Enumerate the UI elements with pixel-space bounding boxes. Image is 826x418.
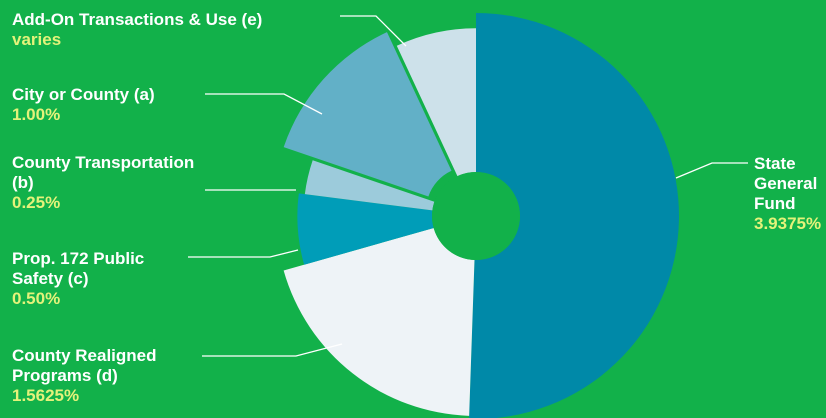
slice-label: County Transportation (b): [12, 153, 195, 192]
leader-line: [205, 93, 323, 115]
label-county-transportation: County Transportation (b) 0.25%: [12, 153, 202, 213]
slice-label: Prop. 172 Public Safety (c): [12, 249, 145, 288]
label-county-realigned: County Realigned Programs (d) 1.5625%: [12, 346, 202, 406]
donut-slice: [396, 28, 476, 177]
slice-value: 3.9375%: [754, 214, 822, 233]
donut-slice: [297, 193, 434, 265]
donut-slice: [469, 13, 679, 418]
slice-label: State General Fund: [754, 154, 818, 213]
slice-value: varies: [12, 30, 62, 49]
slice-label: Add-On Transactions & Use (e): [12, 10, 263, 29]
leader-line: [340, 15, 407, 47]
label-add-on-transactions: Add-On Transactions & Use (e) varies: [12, 10, 262, 50]
slice-label: County Realigned Programs (d): [12, 346, 157, 385]
leader-line: [202, 343, 343, 357]
slice-label: City or County (a): [12, 85, 155, 104]
label-city-or-county: City or County (a) 1.00%: [12, 85, 155, 125]
donut-hole: [432, 172, 520, 260]
slice-value: 1.5625%: [12, 386, 80, 405]
donut-slice: [283, 32, 452, 197]
slice-value: 0.50%: [12, 289, 61, 308]
slice-value: 1.00%: [12, 105, 61, 124]
leader-line: [188, 249, 299, 258]
slice-value: 0.25%: [12, 193, 61, 212]
donut-slice: [304, 160, 435, 211]
donut-slice: [283, 228, 475, 416]
label-prop-172: Prop. 172 Public Safety (c) 0.50%: [12, 249, 182, 309]
leader-line: [675, 162, 748, 179]
label-state-general-fund: State General Fund 3.9375%: [754, 154, 826, 234]
